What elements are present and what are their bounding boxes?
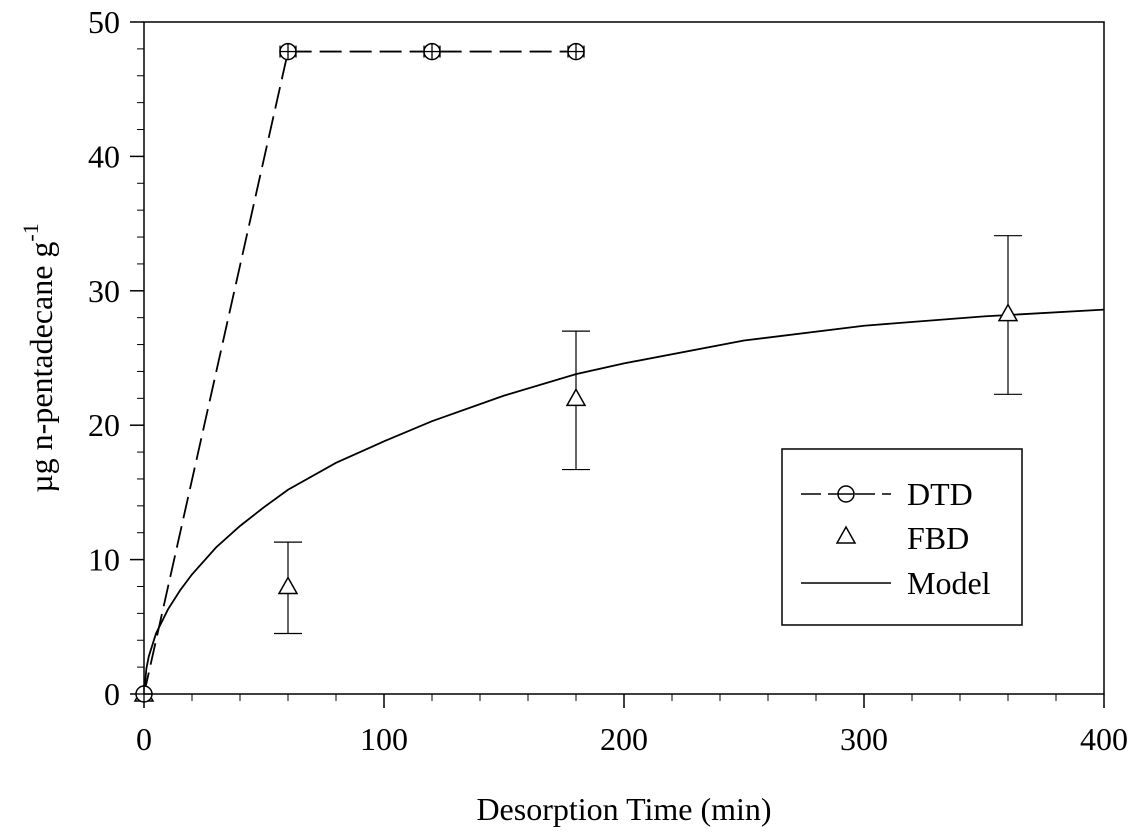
plot-area-frame: [143, 21, 1105, 695]
y-axis-title-superscript: -1: [18, 223, 43, 241]
y-tick-label: 20: [88, 407, 120, 443]
legend: DTD FBD Model: [781, 448, 1023, 626]
series-layer: [133, 42, 1105, 703]
legend-entry-dtd: DTD: [801, 476, 973, 512]
x-tick-label: 100: [360, 721, 408, 757]
x-tick-label: 300: [840, 721, 888, 757]
minor-ticks: [137, 48, 1057, 701]
legend-box: [781, 448, 1023, 626]
fbd-point: [997, 303, 1019, 322]
legend-fbd-marker: [835, 525, 857, 544]
fbd-point: [565, 387, 587, 407]
y-tick-label: 10: [88, 542, 120, 578]
x-tick-label: 200: [600, 721, 648, 757]
y-axis-title-main: µg n-pentadecane g: [23, 242, 59, 493]
legend-entry-fbd: FBD: [835, 520, 969, 556]
legend-entry-model: Model: [801, 565, 991, 601]
y-tick-label: 50: [88, 4, 120, 40]
legend-fbd-label: FBD: [907, 520, 969, 556]
legend-model-label: Model: [907, 565, 991, 601]
x-axis-title: Desorption Time (min): [476, 791, 771, 827]
fbd-point: [277, 575, 299, 595]
x-tick-label: 0: [136, 721, 152, 757]
y-tick-label: 40: [88, 138, 120, 174]
x-tick-label: 400: [1080, 721, 1128, 757]
y-axis-title: µg n-pentadecane g-1: [18, 223, 59, 493]
dtd-line: [143, 50, 576, 695]
y-tick-label: 30: [88, 273, 120, 309]
tick-labels: 0 100 200 300 400 0 10 20 30 40 50: [88, 4, 1128, 757]
legend-dtd-label: DTD: [907, 476, 973, 512]
y-tick-label: 0: [104, 676, 120, 712]
